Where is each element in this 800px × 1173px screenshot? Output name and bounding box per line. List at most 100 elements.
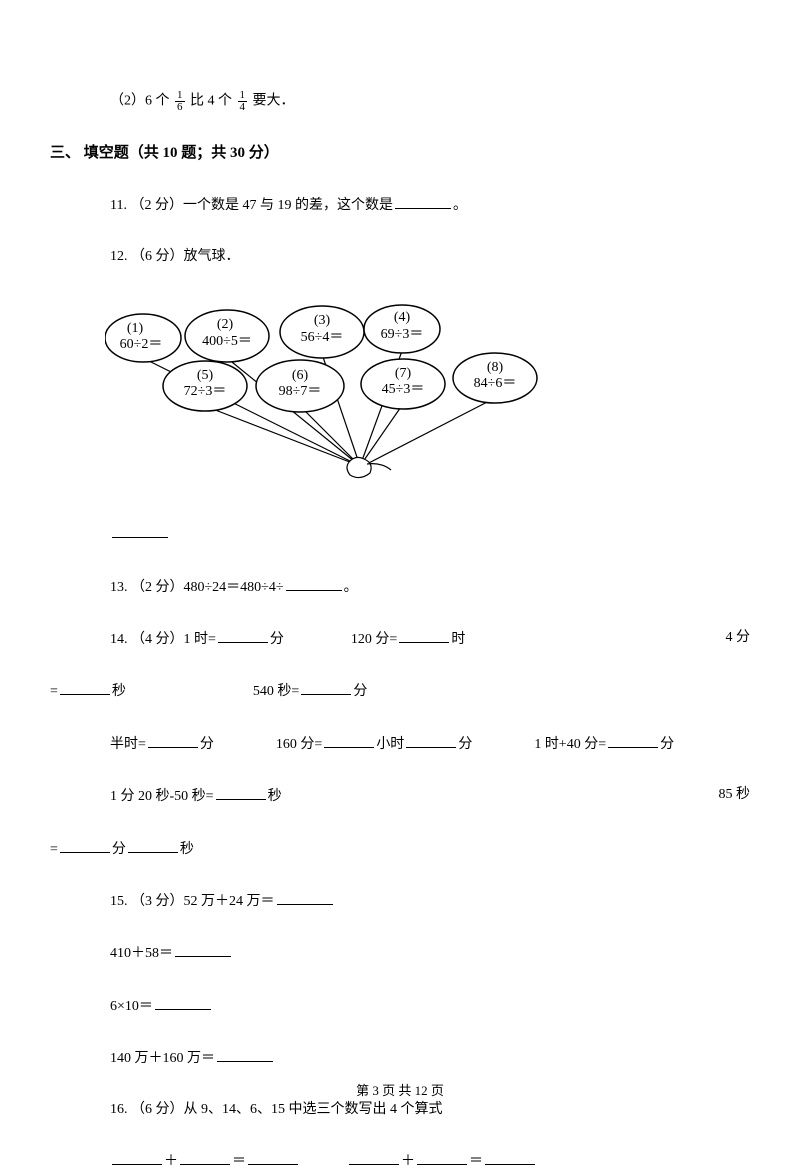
page-number: 第 3 页 共 12 页 (356, 1083, 444, 1098)
svg-text:45÷3＝: 45÷3＝ (382, 382, 425, 397)
question-16-eqs: ＋ ＝ ＋ ＝ (50, 1149, 750, 1173)
text: = (50, 842, 58, 857)
question-14-line3: 半时= 分 160 分= 小时 分 1 时+40 分= 分 (50, 732, 750, 756)
text: 时 (451, 632, 465, 647)
text: 11. （2 分）一个数是 47 与 19 的差，这个数是 (110, 198, 393, 213)
question-15-b: 410＋58＝ (50, 941, 750, 965)
blank (277, 889, 333, 905)
text: 分 (270, 632, 284, 647)
question-15-d: 140 万＋160 万＝ (50, 1046, 750, 1070)
blank (60, 679, 110, 695)
text: 分 (353, 684, 367, 699)
svg-text:60÷2＝: 60÷2＝ (120, 337, 163, 352)
text: 4 分 (726, 627, 751, 651)
blank (175, 941, 231, 957)
text: 140 万＋160 万＝ (110, 1051, 215, 1066)
text: 分 (458, 737, 472, 752)
blank (485, 1149, 535, 1165)
blank (608, 732, 658, 748)
text: ＝ (232, 1154, 246, 1169)
blank (112, 1149, 162, 1165)
text: 分 (200, 737, 214, 752)
question-14-line2: = 秒 540 秒= 分 (50, 679, 750, 703)
text: 。 (453, 198, 467, 213)
blank (218, 627, 268, 643)
question-15-c: 6×10＝ (50, 994, 750, 1018)
question-12: 12. （6 分）放气球． (50, 246, 750, 268)
blank (286, 575, 342, 591)
text: 120 分= (351, 632, 397, 647)
text: （2）6 个 (110, 94, 170, 109)
blank (148, 732, 198, 748)
svg-text:(8): (8) (487, 360, 504, 375)
text: 6×10＝ (110, 999, 153, 1014)
question-prev: （2）6 个 1 6 比 4 个 1 4 要大． (50, 90, 750, 113)
text: 15. （3 分）52 万＋24 万＝ (110, 894, 275, 909)
svg-text:(1): (1) (127, 321, 144, 336)
balloons-figure: (1) 60÷2＝ (2) 400÷5＝ (3) 56÷4＝ (4) 69÷3＝… (50, 296, 750, 494)
text: 16. （6 分）从 9、14、6、15 中选三个数写出 4 个算式 (110, 1102, 443, 1117)
text: 秒 (268, 789, 282, 804)
svg-text:(5): (5) (197, 368, 214, 383)
blank-line (50, 522, 750, 546)
text: 410＋58＝ (110, 946, 173, 961)
text: 1 分 20 秒-50 秒= (110, 789, 214, 804)
text: 小时 (376, 737, 404, 752)
text: 1 时+40 分= (534, 737, 606, 752)
svg-text:84÷6＝: 84÷6＝ (474, 376, 517, 391)
text: 分 (660, 737, 674, 752)
svg-text:98÷7＝: 98÷7＝ (279, 384, 322, 399)
question-14-line5: = 分 秒 (50, 837, 750, 861)
blank (248, 1149, 298, 1165)
blank (417, 1149, 467, 1165)
blank (301, 679, 351, 695)
text: 要大． (253, 94, 295, 109)
text: 85 秒 (719, 784, 751, 808)
text: 比 4 个 (190, 94, 236, 109)
blank (60, 837, 110, 853)
svg-text:72÷3＝: 72÷3＝ (184, 384, 227, 399)
question-14-line1: 14. （4 分）1 时= 分 120 分= 时 4 分 (50, 627, 750, 651)
text: 160 分= (276, 737, 322, 752)
svg-text:(3): (3) (314, 313, 331, 328)
blank (155, 994, 211, 1010)
blank (349, 1149, 399, 1165)
text: 13. （2 分）480÷24＝480÷4÷ (110, 580, 284, 595)
blank (128, 837, 178, 853)
blank (217, 1046, 273, 1062)
svg-text:(7): (7) (395, 366, 412, 381)
text: 秒 (180, 842, 194, 857)
text: 分 (112, 842, 126, 857)
text: 540 秒= (253, 684, 299, 699)
text: ＋ (164, 1154, 178, 1169)
question-13: 13. （2 分）480÷24＝480÷4÷ 。 (50, 575, 750, 599)
svg-text:(6): (6) (292, 368, 309, 383)
text: 秒 (112, 684, 126, 699)
svg-text:(4): (4) (394, 310, 411, 325)
blank (324, 732, 374, 748)
blank (180, 1149, 230, 1165)
text: 。 (344, 580, 358, 595)
svg-text:56÷4＝: 56÷4＝ (301, 330, 344, 345)
blank (399, 627, 449, 643)
svg-text:69÷3＝: 69÷3＝ (381, 327, 424, 342)
text: 12. （6 分）放气球． (110, 249, 240, 264)
text: ＝ (469, 1154, 483, 1169)
question-15-a: 15. （3 分）52 万＋24 万＝ (50, 889, 750, 913)
text: = (50, 684, 58, 699)
svg-text:400÷5＝: 400÷5＝ (202, 334, 252, 349)
blank (112, 522, 168, 538)
fraction-1-6: 1 6 (175, 90, 185, 113)
text: 14. （4 分）1 时= (110, 632, 216, 647)
blank (216, 784, 266, 800)
blank (395, 193, 451, 209)
section-3-title: 三、 填空题（共 10 题；共 30 分） (50, 141, 750, 165)
text: ＋ (401, 1154, 415, 1169)
question-14-line4: 1 分 20 秒-50 秒= 秒 85 秒 (50, 784, 750, 808)
svg-text:(2): (2) (217, 317, 234, 332)
fraction-1-4: 1 4 (238, 90, 248, 113)
blank (406, 732, 456, 748)
question-11: 11. （2 分）一个数是 47 与 19 的差，这个数是 。 (50, 193, 750, 217)
page-footer: 第 3 页 共 12 页 (0, 1081, 800, 1102)
text: 半时= (110, 737, 146, 752)
